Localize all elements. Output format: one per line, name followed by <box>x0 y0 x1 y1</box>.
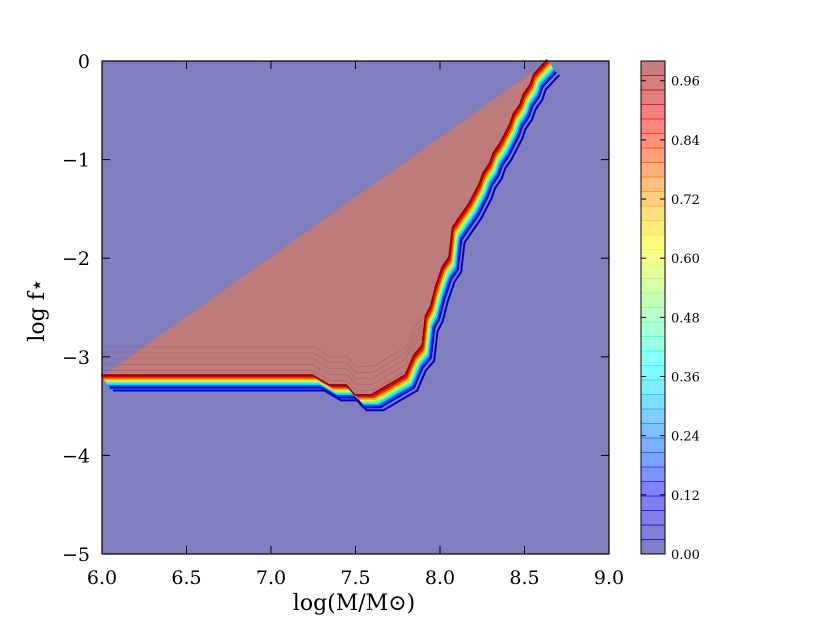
axes: 6.0 6.5 7.0 7.5 8.0 8.5 9.0 0 −1 −2 −3 −4 −5 <box>62 51 624 589</box>
colorbar-tick-label: 0.24 <box>671 430 700 445</box>
colorbar-band <box>641 104 665 120</box>
plot-area <box>101 58 609 554</box>
x-tick-label: 8.0 <box>425 567 455 589</box>
contour-line <box>102 60 549 398</box>
colorbar-band <box>641 133 665 149</box>
colorbar-band <box>641 191 665 207</box>
colorbar-frame <box>640 60 666 555</box>
colorbar-band <box>641 394 665 410</box>
colorbar-band <box>641 264 665 279</box>
colorbar: 0.00 0.12 0.24 0.36 0.48 0.60 0.72 0.84 0.96 <box>640 60 700 563</box>
colorbar-band <box>641 206 665 221</box>
y-tick-label: −3 <box>62 347 90 369</box>
y-tick-label: −5 <box>62 544 90 566</box>
colorbar-tick-label: 0.60 <box>671 252 700 267</box>
colorbar-band <box>641 61 665 76</box>
colorbar-band <box>641 75 665 91</box>
y-tick-label: −2 <box>62 248 90 270</box>
colorbar-band <box>641 322 665 337</box>
contour-line <box>107 68 555 406</box>
contour-line <box>108 69 556 407</box>
colorbar-band <box>641 481 665 497</box>
colorbar-band <box>641 293 665 308</box>
colorbar-band <box>641 351 665 366</box>
x-tick-label: 7.0 <box>256 567 286 589</box>
y-tick-label: −1 <box>62 150 90 172</box>
colorbar-band <box>641 380 665 395</box>
colorbar-band <box>641 525 665 540</box>
colorbar-band <box>641 235 665 250</box>
contour-line <box>102 317 424 368</box>
y-axis-label: log f⋆ <box>25 278 50 341</box>
colorbar-band <box>641 90 665 105</box>
colorbar-band <box>641 177 665 192</box>
colorbar-band <box>641 220 665 236</box>
colorbar-band <box>641 336 665 352</box>
colorbar-band <box>641 452 665 468</box>
colorbar-band <box>641 365 665 381</box>
colorbar-band <box>641 423 665 439</box>
x-tick-label: 6.5 <box>171 567 201 589</box>
colorbar-band <box>641 249 665 265</box>
colorbar-tick-label: 0.84 <box>671 134 700 149</box>
contour-line <box>102 328 424 379</box>
y-tick-label: 0 <box>78 51 90 73</box>
colorbar-band <box>641 119 665 134</box>
colorbar-band <box>641 162 665 178</box>
contour-line <box>101 58 548 396</box>
colorbar-band <box>641 438 665 453</box>
y-tick-label: −4 <box>62 445 90 467</box>
colorbar-band <box>641 496 665 511</box>
colorbar-band <box>641 510 665 526</box>
contour-line <box>113 74 560 412</box>
contour-line <box>106 66 554 404</box>
contour-line <box>103 61 551 399</box>
colorbar-band <box>641 307 665 323</box>
colorbar-band <box>641 148 665 163</box>
contour-line <box>102 340 424 391</box>
contour-line <box>102 323 424 373</box>
x-tick-label: 9.0 <box>594 567 624 589</box>
colorbar-band <box>641 467 665 482</box>
x-tick-label: 6.0 <box>87 567 117 589</box>
colorbar-tick-label: 0.00 <box>671 548 700 563</box>
contour-line <box>105 65 553 402</box>
colorbar-tick-label: 0.36 <box>671 371 700 386</box>
x-tick-label: 7.5 <box>340 567 370 589</box>
colorbar-tick-label: 0.48 <box>671 311 700 326</box>
contour-line <box>102 334 424 385</box>
region-high <box>102 61 549 397</box>
colorbar-band <box>641 539 665 555</box>
x-axis-label: log(M/M⊙) <box>293 591 415 616</box>
colorbar-tick-label: 0.72 <box>671 193 700 208</box>
contour-line <box>104 63 552 401</box>
contour-line <box>109 71 557 409</box>
colorbar-tick-label: 0.96 <box>671 75 700 90</box>
colorbar-band <box>641 409 665 424</box>
colorbar-tick-label: 0.12 <box>671 489 700 504</box>
x-tick-label: 8.5 <box>509 567 539 589</box>
colorbar-band <box>641 278 665 294</box>
